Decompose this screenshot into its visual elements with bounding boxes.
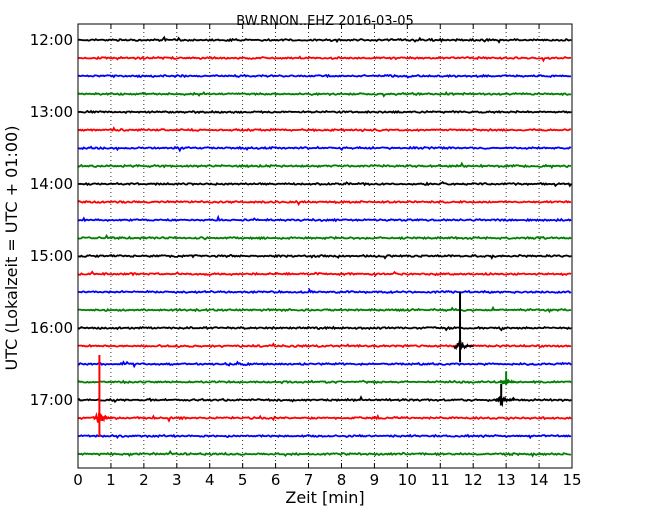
trace-line xyxy=(77,325,572,332)
trace-line xyxy=(77,233,572,241)
event-coda xyxy=(499,377,520,386)
trace-line xyxy=(77,55,572,63)
y-tick-label: 17:00 xyxy=(30,391,73,409)
trace-line xyxy=(77,126,572,133)
trace-line xyxy=(77,270,572,277)
x-tick-label: 11 xyxy=(431,471,450,489)
plot-frame xyxy=(77,23,573,469)
trace-line xyxy=(77,161,571,170)
event-coda xyxy=(453,339,474,351)
trace-line xyxy=(77,449,572,458)
x-tick-label: 7 xyxy=(304,471,314,489)
x-tick-label: 13 xyxy=(497,471,516,489)
y-tick-label: 13:00 xyxy=(30,103,73,121)
trace-line xyxy=(77,379,572,385)
trace-line xyxy=(77,360,572,369)
x-tick-label: 5 xyxy=(238,471,248,489)
vertical-grid xyxy=(110,24,540,468)
event-coda xyxy=(92,411,114,424)
x-tick-label: 10 xyxy=(398,471,417,489)
trace-line xyxy=(77,90,572,98)
x-axis-ticks: 0 1 2 3 4 5 6 7 8 9 10 11 12 13 14 15 xyxy=(73,24,582,489)
y-tick-label: 16:00 xyxy=(30,319,73,337)
y-tick-label: 12:00 xyxy=(30,31,73,49)
x-tick-label: 15 xyxy=(562,471,581,489)
trace-line xyxy=(77,35,572,44)
y-tick-label: 14:00 xyxy=(30,175,73,193)
event-coda xyxy=(494,395,515,408)
trace-line xyxy=(77,253,572,260)
trace-line xyxy=(77,433,572,440)
traces xyxy=(77,35,572,458)
trace-line xyxy=(77,145,572,153)
trace-line xyxy=(78,181,572,188)
trace-line xyxy=(77,199,572,207)
x-tick-label: 14 xyxy=(530,471,549,489)
trace-line xyxy=(77,305,572,314)
trace-line xyxy=(77,413,572,423)
x-tick-label: 8 xyxy=(337,471,347,489)
x-tick-label: 3 xyxy=(172,471,182,489)
x-axis-label: Zeit [min] xyxy=(285,488,364,507)
trace-line xyxy=(77,73,572,79)
trace-line xyxy=(78,109,572,115)
trace-line xyxy=(78,287,572,295)
chart-title: BW.RNON..EHZ 2016-03-05 xyxy=(236,14,414,29)
trace-line xyxy=(77,214,572,223)
y-axis-label: UTC (Lokalzeit = UTC + 01:00) xyxy=(2,126,21,371)
x-tick-label: 1 xyxy=(106,471,116,489)
y-axis-ticks: 12:00 13:00 14:00 15:00 16:00 17:00 xyxy=(30,31,572,409)
trace-line xyxy=(77,342,572,349)
event-signals xyxy=(92,292,520,437)
x-tick-label: 0 xyxy=(73,471,83,489)
x-tick-label: 2 xyxy=(139,471,149,489)
x-tick-label: 12 xyxy=(464,471,483,489)
y-tick-label: 15:00 xyxy=(30,247,73,265)
x-tick-label: 9 xyxy=(370,471,380,489)
x-tick-label: 4 xyxy=(205,471,215,489)
x-tick-label: 6 xyxy=(271,471,281,489)
trace-line xyxy=(77,395,572,404)
